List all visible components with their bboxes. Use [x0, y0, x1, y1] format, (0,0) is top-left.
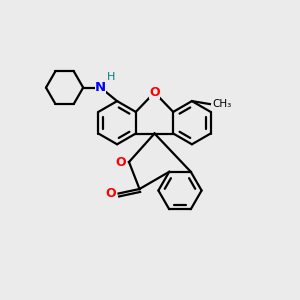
Text: O: O: [149, 86, 160, 99]
Text: O: O: [116, 155, 126, 169]
Text: H: H: [107, 72, 115, 82]
Text: N: N: [95, 81, 106, 94]
Text: CH₃: CH₃: [212, 99, 232, 109]
Text: O: O: [105, 187, 116, 200]
